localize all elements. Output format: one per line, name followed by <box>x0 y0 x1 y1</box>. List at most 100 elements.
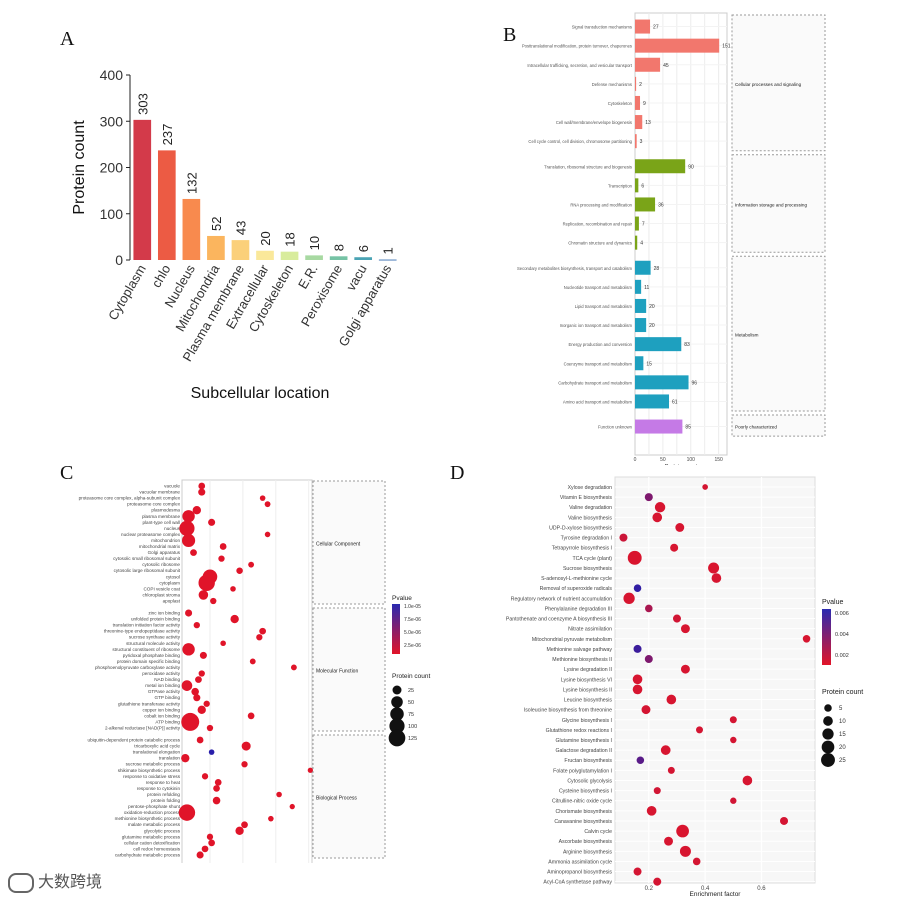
c-y-tick-label-gtpase-activity: GTPase activity <box>148 689 181 694</box>
b-data-label-signal-transduction-mechanisms: 27 <box>653 25 659 31</box>
a-data-label-peroxisome: 8 <box>332 244 347 251</box>
d-x-tick-label: 0.6 <box>757 886 766 892</box>
d-legend-size-label: 15 <box>839 732 846 738</box>
b-strip-label-poorly-characterized: Poorly characterized <box>735 425 777 430</box>
c-legend-size-dot <box>391 696 403 708</box>
panel-label-c: C <box>60 462 74 484</box>
d-y-tick-label-nitrate-assimilation: Nitrate assimilation <box>568 627 612 633</box>
c-point-cytoplasm <box>198 574 215 592</box>
b-strip-poorly-characterized <box>731 414 826 437</box>
c-y-tick-label-response-to-oxidative-stress: response to oxidative stress <box>123 774 181 779</box>
c-point-chloroplast-stroma <box>198 590 209 600</box>
c-y-tick-label-chloroplast-stroma: chloroplast stroma <box>142 592 180 597</box>
c-strip-label-cellular-component: Cellular Component <box>316 542 361 548</box>
b-bar-coenzyme-transport-and-metabolism <box>635 356 644 371</box>
a-data-label-cytoskeleton: 18 <box>283 232 298 246</box>
a-y-tick-label: 100 <box>100 206 124 222</box>
d-point-phenylalanine-degradation-iii <box>645 604 653 613</box>
b-data-label-replication-recombination-and-repair: 7 <box>642 222 645 228</box>
d-point-cysteine-biosynthesis-i <box>653 787 661 795</box>
c-point-translation-initiation-factor-activity <box>193 621 200 629</box>
d-y-tick-label-lysine-biosynthesis-ii: Lysine biosynthesis II <box>563 687 612 693</box>
c-point-mitochondrion <box>181 533 196 548</box>
b-y-tick-label-nucleotide-transport-and-metabolism: Nucleotide transport and metabolism <box>564 285 633 290</box>
c-point-cobalt-ion-binding <box>247 712 255 720</box>
c-point-phosphoenolpyruvate-carboxylase-activity <box>290 664 297 671</box>
c-y-tick-label-malate-metabolic-process: malate metabolic process <box>128 822 181 827</box>
d-y-tick-label-glutathione-redox-reactions-i: Glutathione redox reactions I <box>546 728 612 734</box>
c-y-tick-label-proteasome-core-complex-alpha-subunit-complex: proteasome core complex, alpha-subunit c… <box>79 496 181 501</box>
a-bar-cytoplasm <box>133 119 152 260</box>
b-bar-defense-mechanisms <box>635 76 637 91</box>
d-point-folate-polyglutamylation-i <box>667 766 675 774</box>
watermark-logo-icon <box>8 872 34 893</box>
a-y-tick-label: 200 <box>100 160 124 176</box>
d-y-tick-label-isoleucine-biosynthesis-from-threonine: Isoleucine biosynthesis from threonine <box>524 708 612 714</box>
c-point-nuclear-proteasome-complex <box>264 531 271 538</box>
d-x-tick-label: 0.2 <box>645 886 654 892</box>
c-point-protein-domain-specific-binding <box>249 658 256 665</box>
a-bar-peroxisome <box>329 256 348 260</box>
d-point-mitochondrial-pyruvate-metabolism <box>802 635 811 643</box>
d-legend-color-tick: 0.004 <box>835 632 849 638</box>
c-y-tick-label-ubiquitin-dependent-protein-catabolic-process: ubiquitin-dependent protein catabolic pr… <box>88 738 181 743</box>
c-point-oxidation-reduction-process <box>178 804 196 821</box>
d-point-lysine-biosynthesis-vi <box>632 674 643 685</box>
a-bar-e-r <box>305 255 323 260</box>
c-y-tick-label-translation-initiation-factor-activity: translation initiation factor activity <box>113 623 181 628</box>
d-legend-color-title: Pvalue <box>822 599 844 606</box>
c-point-protein-folding <box>212 796 221 805</box>
c-y-tick-label-vacuolar-membrane: vacuolar membrane <box>139 490 180 495</box>
d-point-sucrose-biosynthesis <box>708 562 720 574</box>
d-point-pantothenate-and-coenzyme-a-biosynthesis-iii <box>672 614 681 623</box>
c-strip-label-biological-process: Biological Process <box>316 796 357 802</box>
d-y-tick-label-pantothenate-and-coenzyme-a-biosynthesis-iii: Pantothenate and coenzyme A biosynthesis… <box>506 617 612 623</box>
d-y-tick-label-lysine-degradation-ii: Lysine degradation II <box>564 667 612 673</box>
b-y-tick-label-cell-wall-membrane-envelope-biogenesis: Cell wall/membrane/envelope biogenesis <box>556 120 632 125</box>
c-y-tick-label-translation: translation <box>159 756 181 761</box>
b-bar-inorganic-ion-transport-and-metabolism <box>635 318 647 333</box>
b-y-tick-label-carbohydrate-transport-and-metabolism: Carbohydrate transport and metabolism <box>558 380 632 385</box>
c-strip-biological-process <box>312 734 386 859</box>
c-point-pyridoxal-phosphate-binding <box>199 651 207 659</box>
a-y-tick-label: 0 <box>115 252 123 268</box>
c-point-translational-elongation <box>208 749 215 755</box>
c-point-cytosolic-small-ribosomal-subunit <box>218 555 225 562</box>
b-y-tick-label-chromatin-structure-and-dynamics: Chromatin structure and dynamics <box>568 241 632 246</box>
c-y-tick-label-gtp-binding: GTP binding <box>155 695 181 700</box>
c-point-shikimate-biosynthetic-process <box>307 767 313 773</box>
c-legend-size-dot <box>388 729 406 747</box>
c-point-protein-refolding <box>276 791 282 798</box>
d-y-tick-label-folate-polyglutamylation-i: Folate polyglutamylation I <box>553 768 612 774</box>
b-x-tick-label: 100 <box>687 457 696 463</box>
c-strip-cellular-component <box>312 480 386 605</box>
c-y-tick-label-atp-binding: ATP binding <box>155 719 180 724</box>
d-y-tick-label-cytosolic-glycolysis: Cytosolic glycolysis <box>567 778 612 784</box>
d-legend-size-dot <box>822 728 834 740</box>
c-point-2-alkenal-reductase-nad-p-activity <box>206 724 214 732</box>
b-y-tick-label-signal-transduction-mechanisms: Signal transduction mechanisms <box>572 25 632 30</box>
c-legend-size-label: 50 <box>408 700 414 706</box>
d-point-regulatory-network-of-nutrient-accumulation <box>623 592 635 604</box>
c-point-response-to-cytokinin <box>213 785 220 792</box>
d-point-aminopropanol-biosynthesis <box>633 867 642 876</box>
b-bar-amino-acid-transport-and-metabolism <box>635 394 670 409</box>
c-point-pentose-phosphate-shunt <box>289 803 295 810</box>
d-y-tick-label-regulatory-network-of-nutrient-accumulation: Regulatory network of nutrient accumulat… <box>511 596 612 602</box>
c-legend-size-label: 25 <box>408 688 414 694</box>
c-y-tick-label-protein-domain-specific-binding: protein domain specific binding <box>117 659 181 664</box>
c-point-plasma-membrane <box>182 510 195 523</box>
c-y-tick-label-sucrose-metabolic-process: sucrose metabolic process <box>126 762 181 767</box>
d-y-tick-label-citrulline-nitric-oxide-cycle: Citrulline-nitric oxide cycle <box>552 799 612 805</box>
b-y-tick-label-inorganic-ion-transport-and-metabolism: Inorganic ion transport and metabolism <box>560 323 633 328</box>
c-legend-color-tick: 7.5e-06 <box>404 617 421 623</box>
b-y-tick-label-rna-processing-and-modification: RNA processing and modification <box>570 202 632 207</box>
d-y-tick-label-acyl-coa-synthetase-pathway: Acyl-CoA synthetase pathway <box>543 880 612 886</box>
c-point-translation <box>181 754 190 763</box>
d-y-tick-label-removal-of-superoxide-radicals: Removal of superoxide radicals <box>540 586 613 592</box>
c-legend-size-title: Protein count <box>392 673 430 680</box>
d-y-tick-label-ammonia-assimilation-cycle: Ammonia assimilation cycle <box>548 859 612 865</box>
d-y-tick-label-sucrose-biosynthesis: Sucrose biosynthesis <box>563 566 612 572</box>
a-x-tick-label-chlo: chlo <box>148 262 173 290</box>
d-point-valine-biosynthesis <box>652 512 663 523</box>
